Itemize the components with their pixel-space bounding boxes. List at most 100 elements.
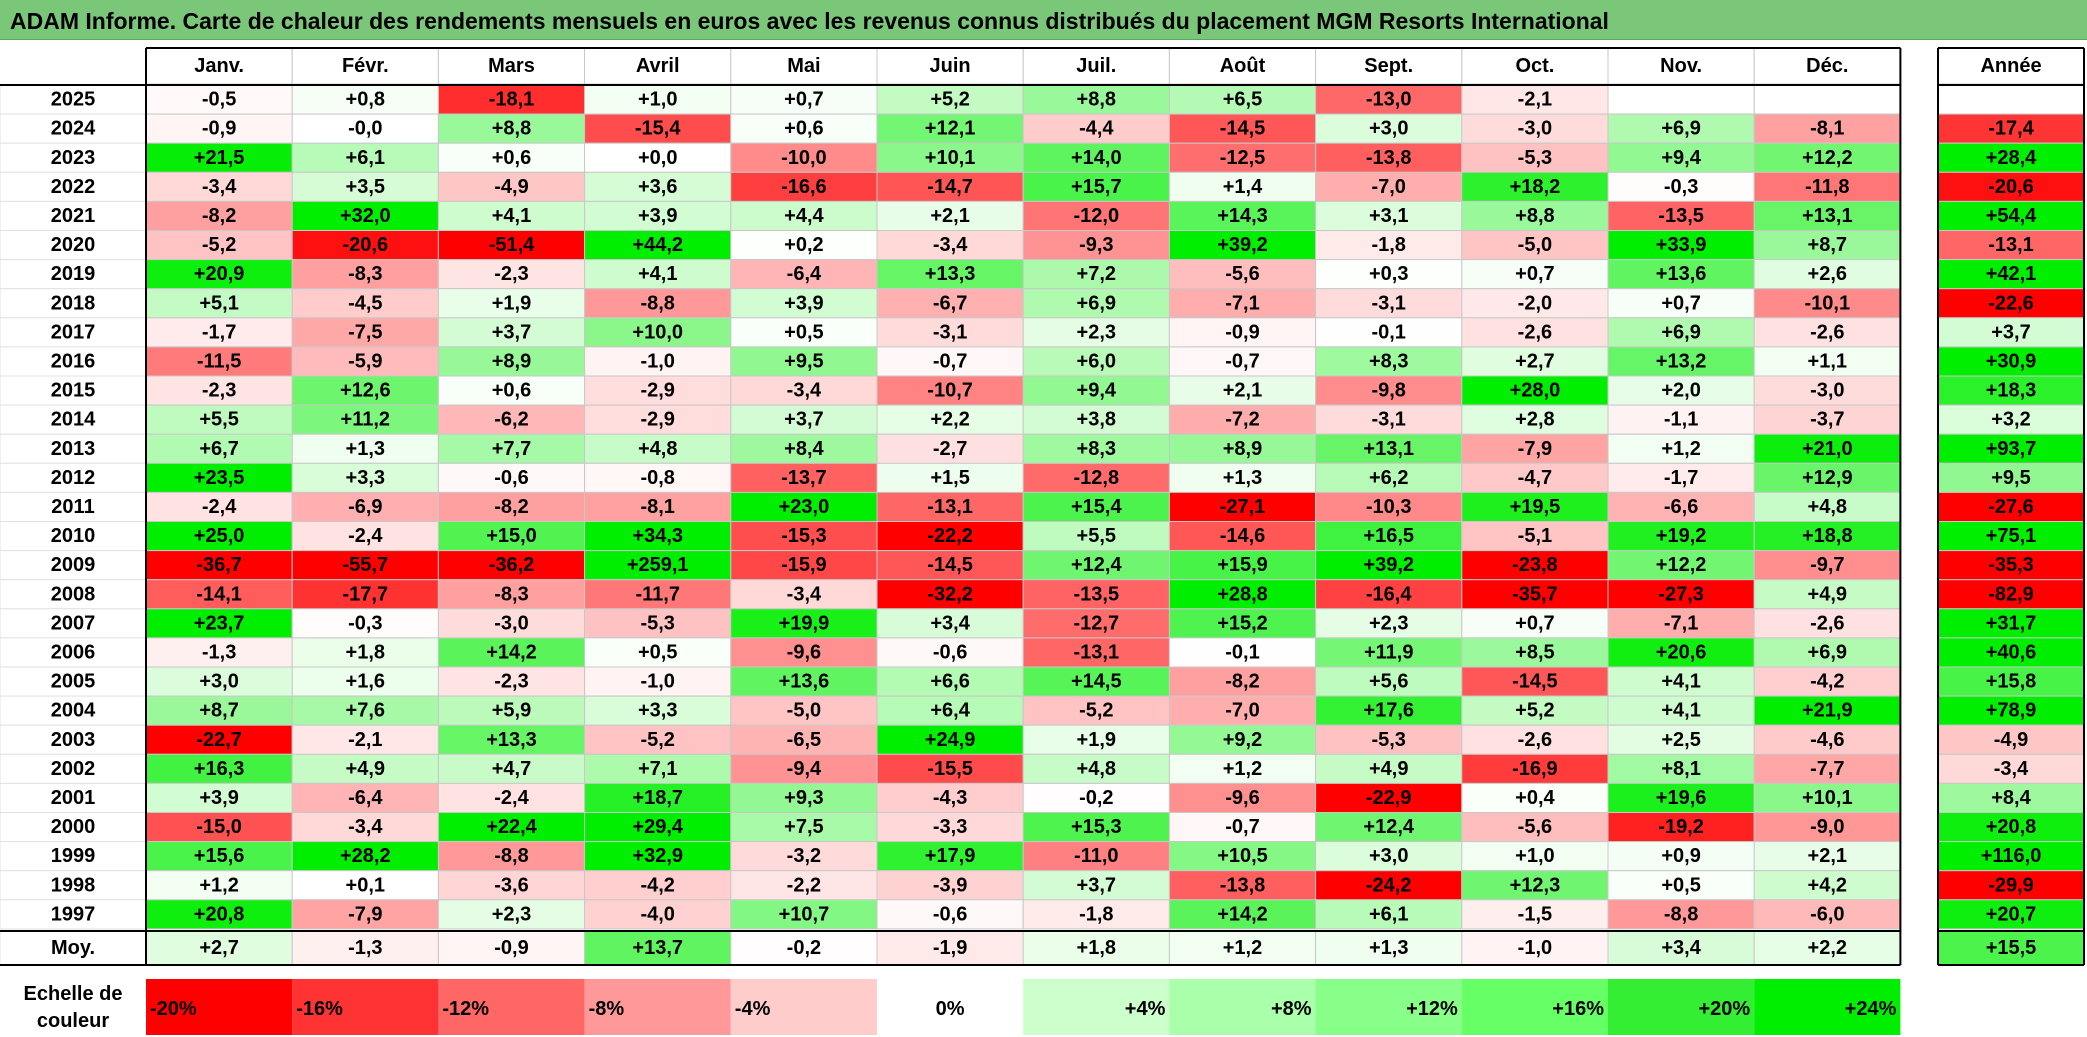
- heatmap-cell-value: +29,4: [632, 816, 683, 838]
- heatmap-cell: [1315, 346, 1463, 377]
- heatmap-cell: [1461, 724, 1609, 755]
- heatmap-cell-value: +5,1: [199, 292, 238, 314]
- heatmap-cell-value: +0,0: [638, 147, 677, 169]
- scale-swatch-label: -4%: [735, 998, 771, 1020]
- heatmap-cell-value: -3,4: [787, 583, 822, 605]
- heatmap-cell-value: +16,5: [1363, 525, 1414, 547]
- heatmap-cell-value: -36,2: [489, 554, 535, 576]
- heatmap-cell-value: -14,5: [1512, 671, 1558, 693]
- average-cell-value: +1,3: [1369, 937, 1408, 959]
- heatmap-cell-value: +9,2: [1223, 729, 1262, 751]
- heatmap-cell: [145, 579, 293, 610]
- heatmap-cell-value: -1,5: [1518, 903, 1552, 925]
- heatmap-cell: [730, 317, 878, 348]
- heatmap-cell-value: -10,0: [781, 147, 827, 169]
- annual-cell-value: +75,1: [1986, 525, 2037, 547]
- heatmap-cell-value: -8,2: [202, 205, 236, 227]
- average-label: Moy.: [51, 937, 95, 959]
- heatmap-cell-value: +6,7: [199, 438, 238, 460]
- heatmap-cell-value: +13,6: [1656, 263, 1707, 285]
- heatmap-cell-value: -3,1: [1371, 292, 1405, 314]
- heatmap-cell-value: +5,5: [1077, 525, 1116, 547]
- heatmap-cell-value: +0,6: [784, 118, 823, 140]
- heatmap-cell-value: -9,0: [1810, 816, 1844, 838]
- heatmap-cell: [145, 899, 293, 930]
- heatmap-cell-value: +13,1: [1802, 205, 1853, 227]
- heatmap-cell-value: +2,1: [1808, 845, 1847, 867]
- heatmap-cell: [1315, 695, 1463, 726]
- heatmap-cell: [1315, 782, 1463, 814]
- heatmap-cell: [1607, 899, 1755, 930]
- heatmap-cell: [291, 521, 439, 552]
- heatmap-cell-value: -14,5: [1220, 118, 1266, 140]
- heatmap-cell: [1022, 259, 1170, 290]
- average-cell-value: +3,4: [1661, 937, 1701, 959]
- heatmap-cell: [291, 608, 439, 639]
- heatmap-cell-value: +8,4: [784, 438, 824, 460]
- heatmap-cell-value: -7,7: [1810, 758, 1844, 780]
- heatmap-cell-value: +5,6: [1369, 671, 1408, 693]
- month-header-label: Mars: [488, 55, 535, 77]
- heatmap-cell-value: +3,6: [638, 176, 677, 198]
- heatmap-cell: [437, 608, 586, 639]
- heatmap-cell-value: -9,3: [1079, 234, 1113, 256]
- heatmap-cell-value: +44,2: [632, 234, 683, 256]
- heatmap-cell: [1315, 288, 1463, 319]
- heatmap-cell-value: -2,6: [1518, 729, 1552, 751]
- annual-cell-value: +93,7: [1986, 438, 2037, 460]
- heatmap-cell: [1168, 579, 1317, 610]
- heatmap-cell-value: -4,2: [640, 874, 674, 896]
- heatmap-cell-value: +6,2: [1369, 467, 1408, 489]
- scale-swatch-label: +8%: [1271, 998, 1312, 1020]
- heatmap-cell: [1022, 433, 1170, 464]
- heatmap-cell-value: -5,0: [787, 700, 821, 722]
- heatmap-cell: [1461, 259, 1609, 290]
- scale-swatch-label: +4%: [1125, 998, 1166, 1020]
- heatmap-cell-value: -17,7: [343, 583, 389, 605]
- heatmap-cell: [1022, 666, 1170, 697]
- heatmap-cell-value: +0,7: [1515, 612, 1554, 634]
- heatmap-cell: [1607, 666, 1755, 697]
- heatmap-cell: [1168, 491, 1317, 522]
- heatmap-cell-value: -15,3: [781, 525, 827, 547]
- heatmap-cell-value: -13,5: [1074, 583, 1120, 605]
- heatmap-cell: [1168, 753, 1317, 784]
- heatmap-cell-value: +23,7: [194, 612, 245, 634]
- annual-cell: [1937, 317, 2085, 348]
- average-cell-value: +13,7: [632, 937, 683, 959]
- heatmap-cell: [437, 841, 586, 872]
- heatmap-cell-value: -11,8: [1805, 176, 1849, 198]
- heatmap-cell-value: +15,0: [486, 525, 537, 547]
- heatmap-cell-value: -8,2: [1225, 671, 1259, 693]
- heatmap-cell-value: -3,0: [494, 612, 528, 634]
- heatmap-cell-value: -12,5: [1220, 147, 1266, 169]
- heatmap-cell: [730, 288, 878, 319]
- row-year-label: 2007: [51, 612, 96, 634]
- heatmap-cell: [437, 724, 586, 755]
- heatmap-cell-value: +15,2: [1217, 612, 1268, 634]
- heatmap-cell-value: +0,4: [1515, 787, 1555, 809]
- heatmap-cell-value: -51,4: [489, 234, 535, 256]
- heatmap-cell-value: -6,0: [1810, 903, 1844, 925]
- heatmap-cell-value: +6,9: [1077, 292, 1116, 314]
- heatmap-cell: [730, 200, 878, 231]
- heatmap-cell: [145, 841, 293, 872]
- heatmap-cell: [1022, 491, 1170, 522]
- heatmap-cell: [584, 550, 732, 581]
- heatmap-cell-value: -7,2: [1225, 409, 1259, 431]
- heatmap-cell: [730, 724, 878, 755]
- scale-swatch-label: -20%: [150, 998, 197, 1020]
- heatmap-cell: [437, 404, 586, 435]
- annual-cell-value: +116,0: [1981, 845, 2042, 867]
- heatmap-cell-value: -18,1: [489, 89, 535, 111]
- year-header-label: Année: [1980, 55, 2041, 77]
- heatmap-cell-value: +1,3: [346, 438, 385, 460]
- annual-cell-value: +54,4: [1986, 205, 2037, 227]
- heatmap-cell: [437, 375, 586, 406]
- heatmap-cell-value: +2,7: [1515, 350, 1554, 372]
- heatmap-cell-value: -8,8: [494, 845, 528, 867]
- heatmap-cell: [1168, 375, 1317, 406]
- scale-swatch: [877, 979, 1024, 1035]
- row-year-label: 2014: [51, 409, 96, 431]
- heatmap-cell: [1753, 870, 1901, 901]
